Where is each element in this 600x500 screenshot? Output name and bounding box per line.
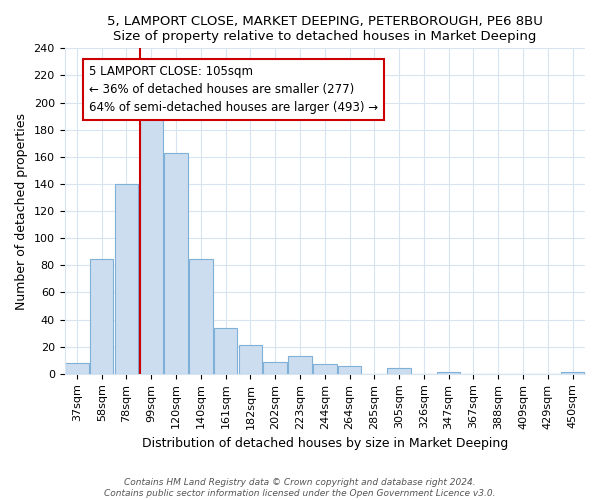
X-axis label: Distribution of detached houses by size in Market Deeping: Distribution of detached houses by size … [142, 437, 508, 450]
Bar [561, 372, 584, 374]
Title: 5, LAMPORT CLOSE, MARKET DEEPING, PETERBOROUGH, PE6 8BU
Size of property relativ: 5, LAMPORT CLOSE, MARKET DEEPING, PETERB… [107, 15, 543, 43]
Bar [437, 372, 460, 374]
Bar [338, 366, 361, 374]
Bar [263, 362, 287, 374]
Bar [115, 184, 138, 374]
Bar [65, 363, 89, 374]
Y-axis label: Number of detached properties: Number of detached properties [15, 112, 28, 310]
Bar [164, 153, 188, 374]
Bar [140, 102, 163, 374]
Text: Contains HM Land Registry data © Crown copyright and database right 2024.
Contai: Contains HM Land Registry data © Crown c… [104, 478, 496, 498]
Text: 5 LAMPORT CLOSE: 105sqm
← 36% of detached houses are smaller (277)
64% of semi-d: 5 LAMPORT CLOSE: 105sqm ← 36% of detache… [89, 64, 379, 114]
Bar [388, 368, 411, 374]
Bar [214, 328, 238, 374]
Bar [288, 356, 312, 374]
Bar [313, 364, 337, 374]
Bar [90, 258, 113, 374]
Bar [189, 258, 212, 374]
Bar [239, 346, 262, 374]
